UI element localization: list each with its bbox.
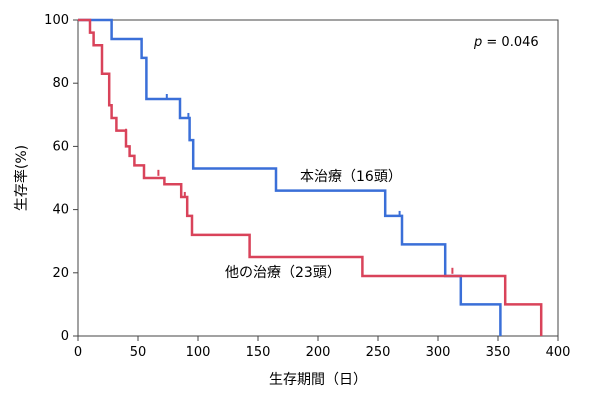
y-tick-label: 100	[44, 13, 69, 28]
x-tick-label: 300	[426, 345, 451, 360]
y-tick-label: 80	[52, 76, 69, 91]
p-value-number: = 0.046	[482, 35, 538, 50]
p-value-symbol: p	[473, 35, 482, 50]
series-line-1	[78, 18, 543, 336]
annotation-this-treatment: 本治療（16頭）	[300, 168, 402, 185]
x-tick-label: 100	[186, 345, 211, 360]
axis-ticks: 0 50 100 150 200 250 300 350 400 0 20 40 60 80 100	[44, 13, 570, 360]
p-value: p = 0.046	[473, 35, 539, 50]
annotation-other-treatment: 他の治療（23頭）	[225, 264, 341, 281]
y-tick-label: 40	[52, 203, 69, 218]
y-tick-label: 20	[52, 266, 69, 281]
x-tick-label: 350	[486, 345, 511, 360]
x-tick-label: 0	[74, 345, 82, 360]
x-tick-label: 400	[546, 345, 571, 360]
x-tick-label: 50	[130, 345, 147, 360]
series-layer	[78, 18, 543, 336]
y-axis-label: 生存率(%)	[13, 145, 30, 211]
x-tick-label: 250	[366, 345, 391, 360]
y-tick-label: 60	[52, 139, 69, 154]
x-tick-label: 200	[306, 345, 331, 360]
x-tick-label: 150	[246, 345, 271, 360]
y-tick-label: 0	[61, 329, 69, 344]
x-axis-label: 生存期間（日）	[269, 372, 367, 388]
series-line-0	[78, 18, 502, 336]
